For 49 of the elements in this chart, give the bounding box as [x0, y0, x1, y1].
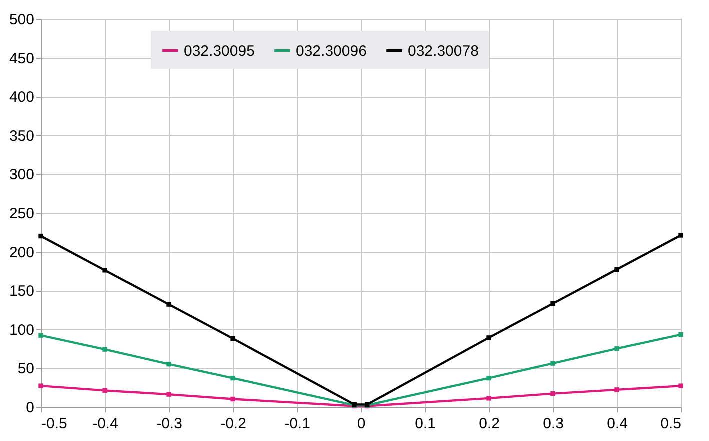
point [38, 384, 44, 388]
x-tick-label: -0.2 [220, 416, 246, 432]
point [38, 333, 44, 338]
point [102, 268, 108, 273]
point [486, 336, 492, 340]
x-tick-label: 0.5 [660, 416, 682, 432]
y-tick-label: 0 [26, 400, 34, 416]
point [230, 336, 236, 342]
legend-label: 032.30078 [408, 42, 479, 60]
point [486, 376, 492, 381]
y-tick-label: 400 [9, 89, 34, 106]
point [166, 302, 172, 307]
x-tick-label: 0.3 [543, 416, 564, 432]
x-tick-label: 0 [357, 416, 366, 432]
x-tick-label: 0.4 [607, 416, 628, 432]
y-tick-label: 200 [9, 244, 34, 262]
x-tick-label: -0.3 [156, 416, 182, 432]
legend-label: 032.30096 [296, 42, 367, 60]
point [230, 396, 236, 402]
y-tick-label: 250 [9, 206, 34, 222]
point [614, 388, 620, 392]
y-tick-label: 300 [9, 166, 34, 184]
point [102, 388, 108, 394]
x-tick-label: -0.1 [284, 416, 310, 432]
y-tick-label: 150 [9, 283, 34, 300]
point [486, 396, 492, 401]
x-tick-label: 0.1 [415, 416, 436, 432]
point [614, 267, 620, 272]
y-tick-label: 450 [9, 50, 34, 68]
y-tick-label: 500 [9, 12, 34, 28]
y-tick-label: 50 [18, 360, 34, 378]
point [678, 332, 684, 338]
point [614, 346, 620, 352]
point [102, 347, 108, 352]
point [550, 391, 556, 396]
y-tick-label: 350 [9, 128, 34, 145]
point [166, 392, 172, 397]
x-tick-label: -0.4 [92, 416, 118, 432]
legend-label: 032.30095 [184, 42, 255, 60]
x-tick-label: 0.2 [479, 416, 500, 432]
point [678, 384, 684, 388]
point [550, 301, 556, 306]
point [166, 362, 172, 367]
x-tick-label: -0.5 [42, 416, 68, 432]
point [230, 376, 236, 381]
point [550, 361, 556, 366]
point [38, 234, 44, 239]
point [678, 233, 684, 238]
y-tick-label: 100 [9, 322, 34, 339]
